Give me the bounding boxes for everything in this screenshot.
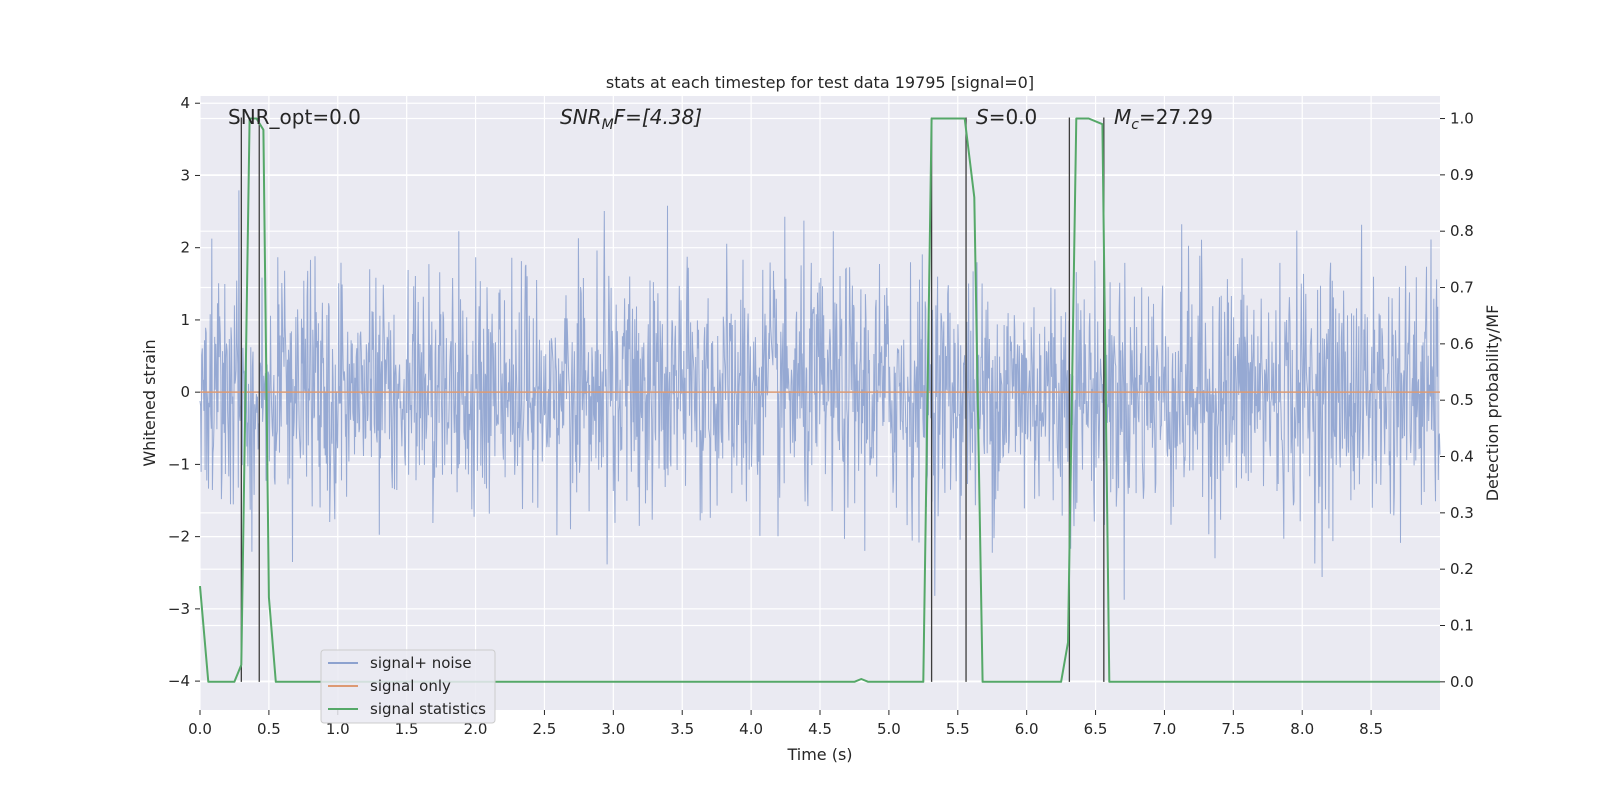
annotation-snr-mf-main: SNR: [560, 105, 602, 129]
legend: signal+ noise signal only signal statist…: [320, 649, 496, 724]
right-y-axis-label: Detection probability/MF: [1483, 305, 1502, 502]
x-tick-label: 8.5: [1359, 720, 1383, 738]
legend-label-signal-only: signal only: [370, 677, 451, 695]
x-axis-ticks: 0.0 0.5 1.0 1.5 2.0 2.5 3.0 3.5 4.0 4.5 5.0 5.5 6.0 6…: [188, 710, 1383, 738]
x-tick-label: 8.0: [1290, 720, 1314, 738]
chart-title: stats at each timestep for test data 197…: [606, 73, 1034, 92]
signal-noise-line: [199, 190, 1441, 600]
right-y-tick-label: 0.4: [1450, 448, 1474, 466]
annotation-snr-mf-sub: M: [602, 117, 614, 133]
annotation-s-main: S: [976, 105, 989, 129]
right-y-tick-label: 0.0: [1450, 673, 1474, 691]
x-tick-label: 5.0: [877, 720, 901, 738]
annotation-mc: Mc=27.29: [1114, 105, 1213, 133]
legend-label-signal-noise: signal+ noise: [370, 654, 472, 672]
x-tick-label: 3.5: [670, 720, 694, 738]
x-tick-label: 4.0: [739, 720, 763, 738]
annotation-mc-tail: =27.29: [1139, 105, 1213, 129]
x-tick-label: 1.0: [326, 720, 350, 738]
signal-noise-series: [199, 190, 1441, 600]
right-y-tick-label: 0.2: [1450, 560, 1474, 578]
right-y-tick-label: 0.7: [1450, 279, 1474, 297]
x-tick-label: 0.5: [257, 720, 281, 738]
y-tick-label: 4: [180, 94, 190, 112]
right-y-tick-label: 0.5: [1450, 391, 1474, 409]
y-tick-label: −4: [168, 672, 190, 690]
right-y-tick-label: 0.3: [1450, 504, 1474, 522]
x-tick-label: 3.0: [601, 720, 625, 738]
x-tick-label: 6.0: [1015, 720, 1039, 738]
annotation-s: S=0.0: [976, 105, 1037, 129]
x-tick-label: 6.5: [1084, 720, 1108, 738]
annotation-snr-mf: SNRMF=[4.38]: [560, 105, 702, 133]
x-tick-label: 2.5: [533, 720, 557, 738]
right-y-tick-label: 1.0: [1450, 110, 1474, 128]
right-y-tick-label: 0.6: [1450, 335, 1474, 353]
y-axis-label: Whitened strain: [140, 339, 159, 466]
annotation-s-tail: =0.0: [989, 105, 1038, 129]
signal-statistics-series: [199, 117, 1440, 683]
legend-label-signal-statistics: signal statistics: [370, 700, 486, 718]
x-axis-label: Time (s): [786, 745, 852, 764]
x-tick-label: 2.0: [464, 720, 488, 738]
y-axis-ticks: −4 −3 −2 −1 0 1 2 3 4: [168, 94, 200, 690]
y-tick-label: 3: [180, 166, 190, 184]
y-tick-label: 2: [180, 239, 190, 257]
right-y-axis-ticks: 0.0 0.1 0.2 0.3 0.4 0.5 0.6 0.7 0.8 0.9 1.0: [1440, 110, 1474, 691]
y-tick-label: −2: [168, 528, 190, 546]
x-tick-label: 7.0: [1153, 720, 1177, 738]
x-tick-label: 5.5: [946, 720, 970, 738]
annotation-mc-main: M: [1114, 105, 1131, 129]
y-tick-label: 1: [180, 311, 190, 329]
x-tick-label: 0.0: [188, 720, 212, 738]
y-tick-label: −1: [168, 455, 190, 473]
x-tick-label: 4.5: [808, 720, 832, 738]
signal-statistics-line: [199, 117, 1440, 683]
annotation-mc-sub: c: [1131, 117, 1139, 133]
right-y-tick-label: 0.8: [1450, 222, 1474, 240]
annotation-snr-mf-tail: F=[4.38]: [614, 105, 702, 129]
right-y-tick-label: 0.9: [1450, 166, 1474, 184]
legend-box: [320, 649, 496, 724]
annotation-snr-opt: SNR_opt=0.0: [228, 105, 361, 129]
right-y-tick-label: 0.1: [1450, 617, 1474, 635]
y-tick-label: −3: [168, 600, 190, 618]
y-tick-label: 0: [180, 383, 190, 401]
x-tick-label: 1.5: [395, 720, 419, 738]
x-tick-label: 7.5: [1221, 720, 1245, 738]
